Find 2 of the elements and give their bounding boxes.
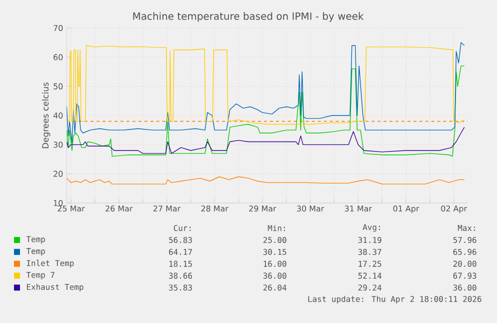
chart-title: Machine temperature based on IPMI - by week bbox=[133, 12, 364, 22]
y-axis-title: Degrees celcius bbox=[42, 82, 50, 148]
